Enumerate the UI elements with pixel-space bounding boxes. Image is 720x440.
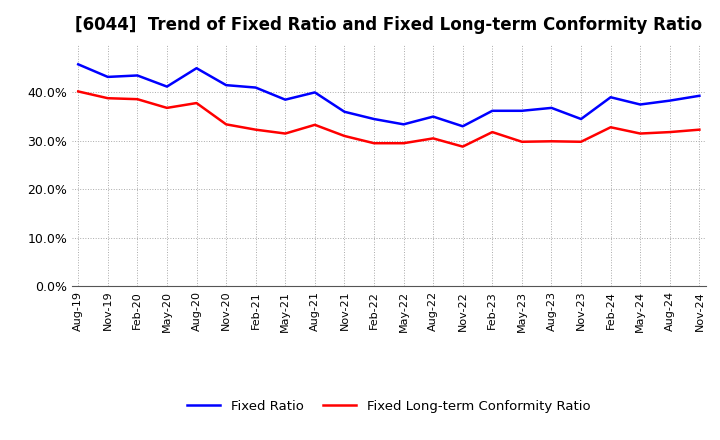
Fixed Ratio [665,98,674,103]
Fixed Long-term Conformity Ratio [163,105,171,110]
Fixed Ratio [636,102,644,107]
Fixed Ratio [104,74,112,80]
Fixed Long-term Conformity Ratio [222,122,230,127]
Fixed Ratio [192,66,201,71]
Fixed Long-term Conformity Ratio [488,129,497,135]
Fixed Long-term Conformity Ratio [459,144,467,149]
Fixed Ratio [222,83,230,88]
Fixed Long-term Conformity Ratio [606,125,615,130]
Fixed Long-term Conformity Ratio [369,141,378,146]
Fixed Long-term Conformity Ratio [636,131,644,136]
Fixed Ratio [310,90,319,95]
Legend: Fixed Ratio, Fixed Long-term Conformity Ratio: Fixed Ratio, Fixed Long-term Conformity … [182,394,595,418]
Fixed Long-term Conformity Ratio [310,122,319,128]
Title: [6044]  Trend of Fixed Ratio and Fixed Long-term Conformity Ratio: [6044] Trend of Fixed Ratio and Fixed Lo… [75,16,703,34]
Fixed Ratio [281,97,289,102]
Fixed Long-term Conformity Ratio [695,127,703,132]
Fixed Ratio [577,116,585,121]
Fixed Ratio [340,109,348,114]
Fixed Ratio [74,62,83,67]
Line: Fixed Ratio: Fixed Ratio [78,64,699,126]
Fixed Ratio [518,108,526,114]
Fixed Long-term Conformity Ratio [429,136,438,141]
Fixed Long-term Conformity Ratio [74,89,83,94]
Fixed Ratio [459,124,467,129]
Fixed Ratio [400,122,408,127]
Fixed Ratio [369,116,378,121]
Fixed Ratio [163,84,171,89]
Fixed Long-term Conformity Ratio [281,131,289,136]
Fixed Long-term Conformity Ratio [104,95,112,101]
Fixed Ratio [547,105,556,110]
Fixed Ratio [695,93,703,99]
Fixed Long-term Conformity Ratio [665,129,674,135]
Fixed Long-term Conformity Ratio [547,139,556,144]
Fixed Long-term Conformity Ratio [518,139,526,144]
Fixed Long-term Conformity Ratio [400,141,408,146]
Fixed Long-term Conformity Ratio [192,100,201,106]
Fixed Long-term Conformity Ratio [251,127,260,132]
Fixed Long-term Conformity Ratio [340,133,348,139]
Fixed Ratio [429,114,438,119]
Fixed Ratio [606,95,615,100]
Line: Fixed Long-term Conformity Ratio: Fixed Long-term Conformity Ratio [78,92,699,147]
Fixed Ratio [133,73,142,78]
Fixed Ratio [251,85,260,90]
Fixed Long-term Conformity Ratio [133,96,142,102]
Fixed Ratio [488,108,497,114]
Fixed Long-term Conformity Ratio [577,139,585,144]
